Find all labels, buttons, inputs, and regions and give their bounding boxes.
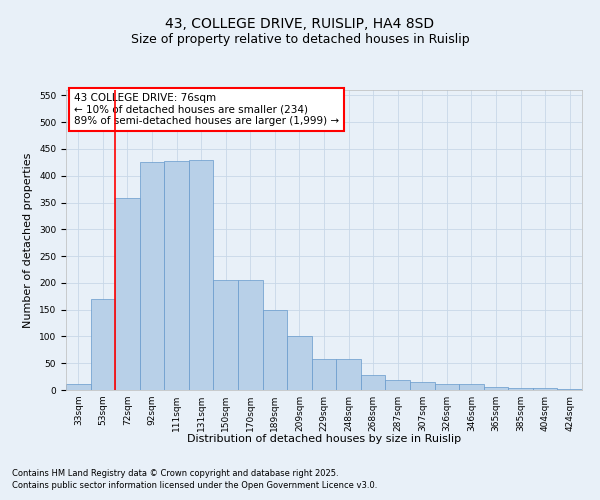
Text: Contains HM Land Registry data © Crown copyright and database right 2025.: Contains HM Land Registry data © Crown c… [12, 468, 338, 477]
Bar [189, 160, 214, 390]
Bar [115, 198, 140, 390]
Y-axis label: Number of detached properties: Number of detached properties [23, 152, 34, 328]
Bar [91, 299, 115, 390]
Bar [410, 382, 434, 390]
Bar [533, 388, 557, 390]
Text: Contains public sector information licensed under the Open Government Licence v3: Contains public sector information licen… [12, 481, 377, 490]
Bar [385, 380, 410, 390]
Bar [66, 384, 91, 390]
Bar [459, 384, 484, 390]
X-axis label: Distribution of detached houses by size in Ruislip: Distribution of detached houses by size … [187, 434, 461, 444]
Bar [263, 310, 287, 390]
Bar [484, 387, 508, 390]
Bar [312, 360, 336, 390]
Text: 43 COLLEGE DRIVE: 76sqm
← 10% of detached houses are smaller (234)
89% of semi-d: 43 COLLEGE DRIVE: 76sqm ← 10% of detache… [74, 93, 339, 126]
Bar [238, 280, 263, 390]
Bar [336, 360, 361, 390]
Bar [434, 384, 459, 390]
Bar [140, 162, 164, 390]
Bar [361, 375, 385, 390]
Text: Size of property relative to detached houses in Ruislip: Size of property relative to detached ho… [131, 32, 469, 46]
Bar [214, 280, 238, 390]
Bar [508, 388, 533, 390]
Bar [287, 336, 312, 390]
Bar [164, 160, 189, 390]
Text: 43, COLLEGE DRIVE, RUISLIP, HA4 8SD: 43, COLLEGE DRIVE, RUISLIP, HA4 8SD [166, 18, 434, 32]
